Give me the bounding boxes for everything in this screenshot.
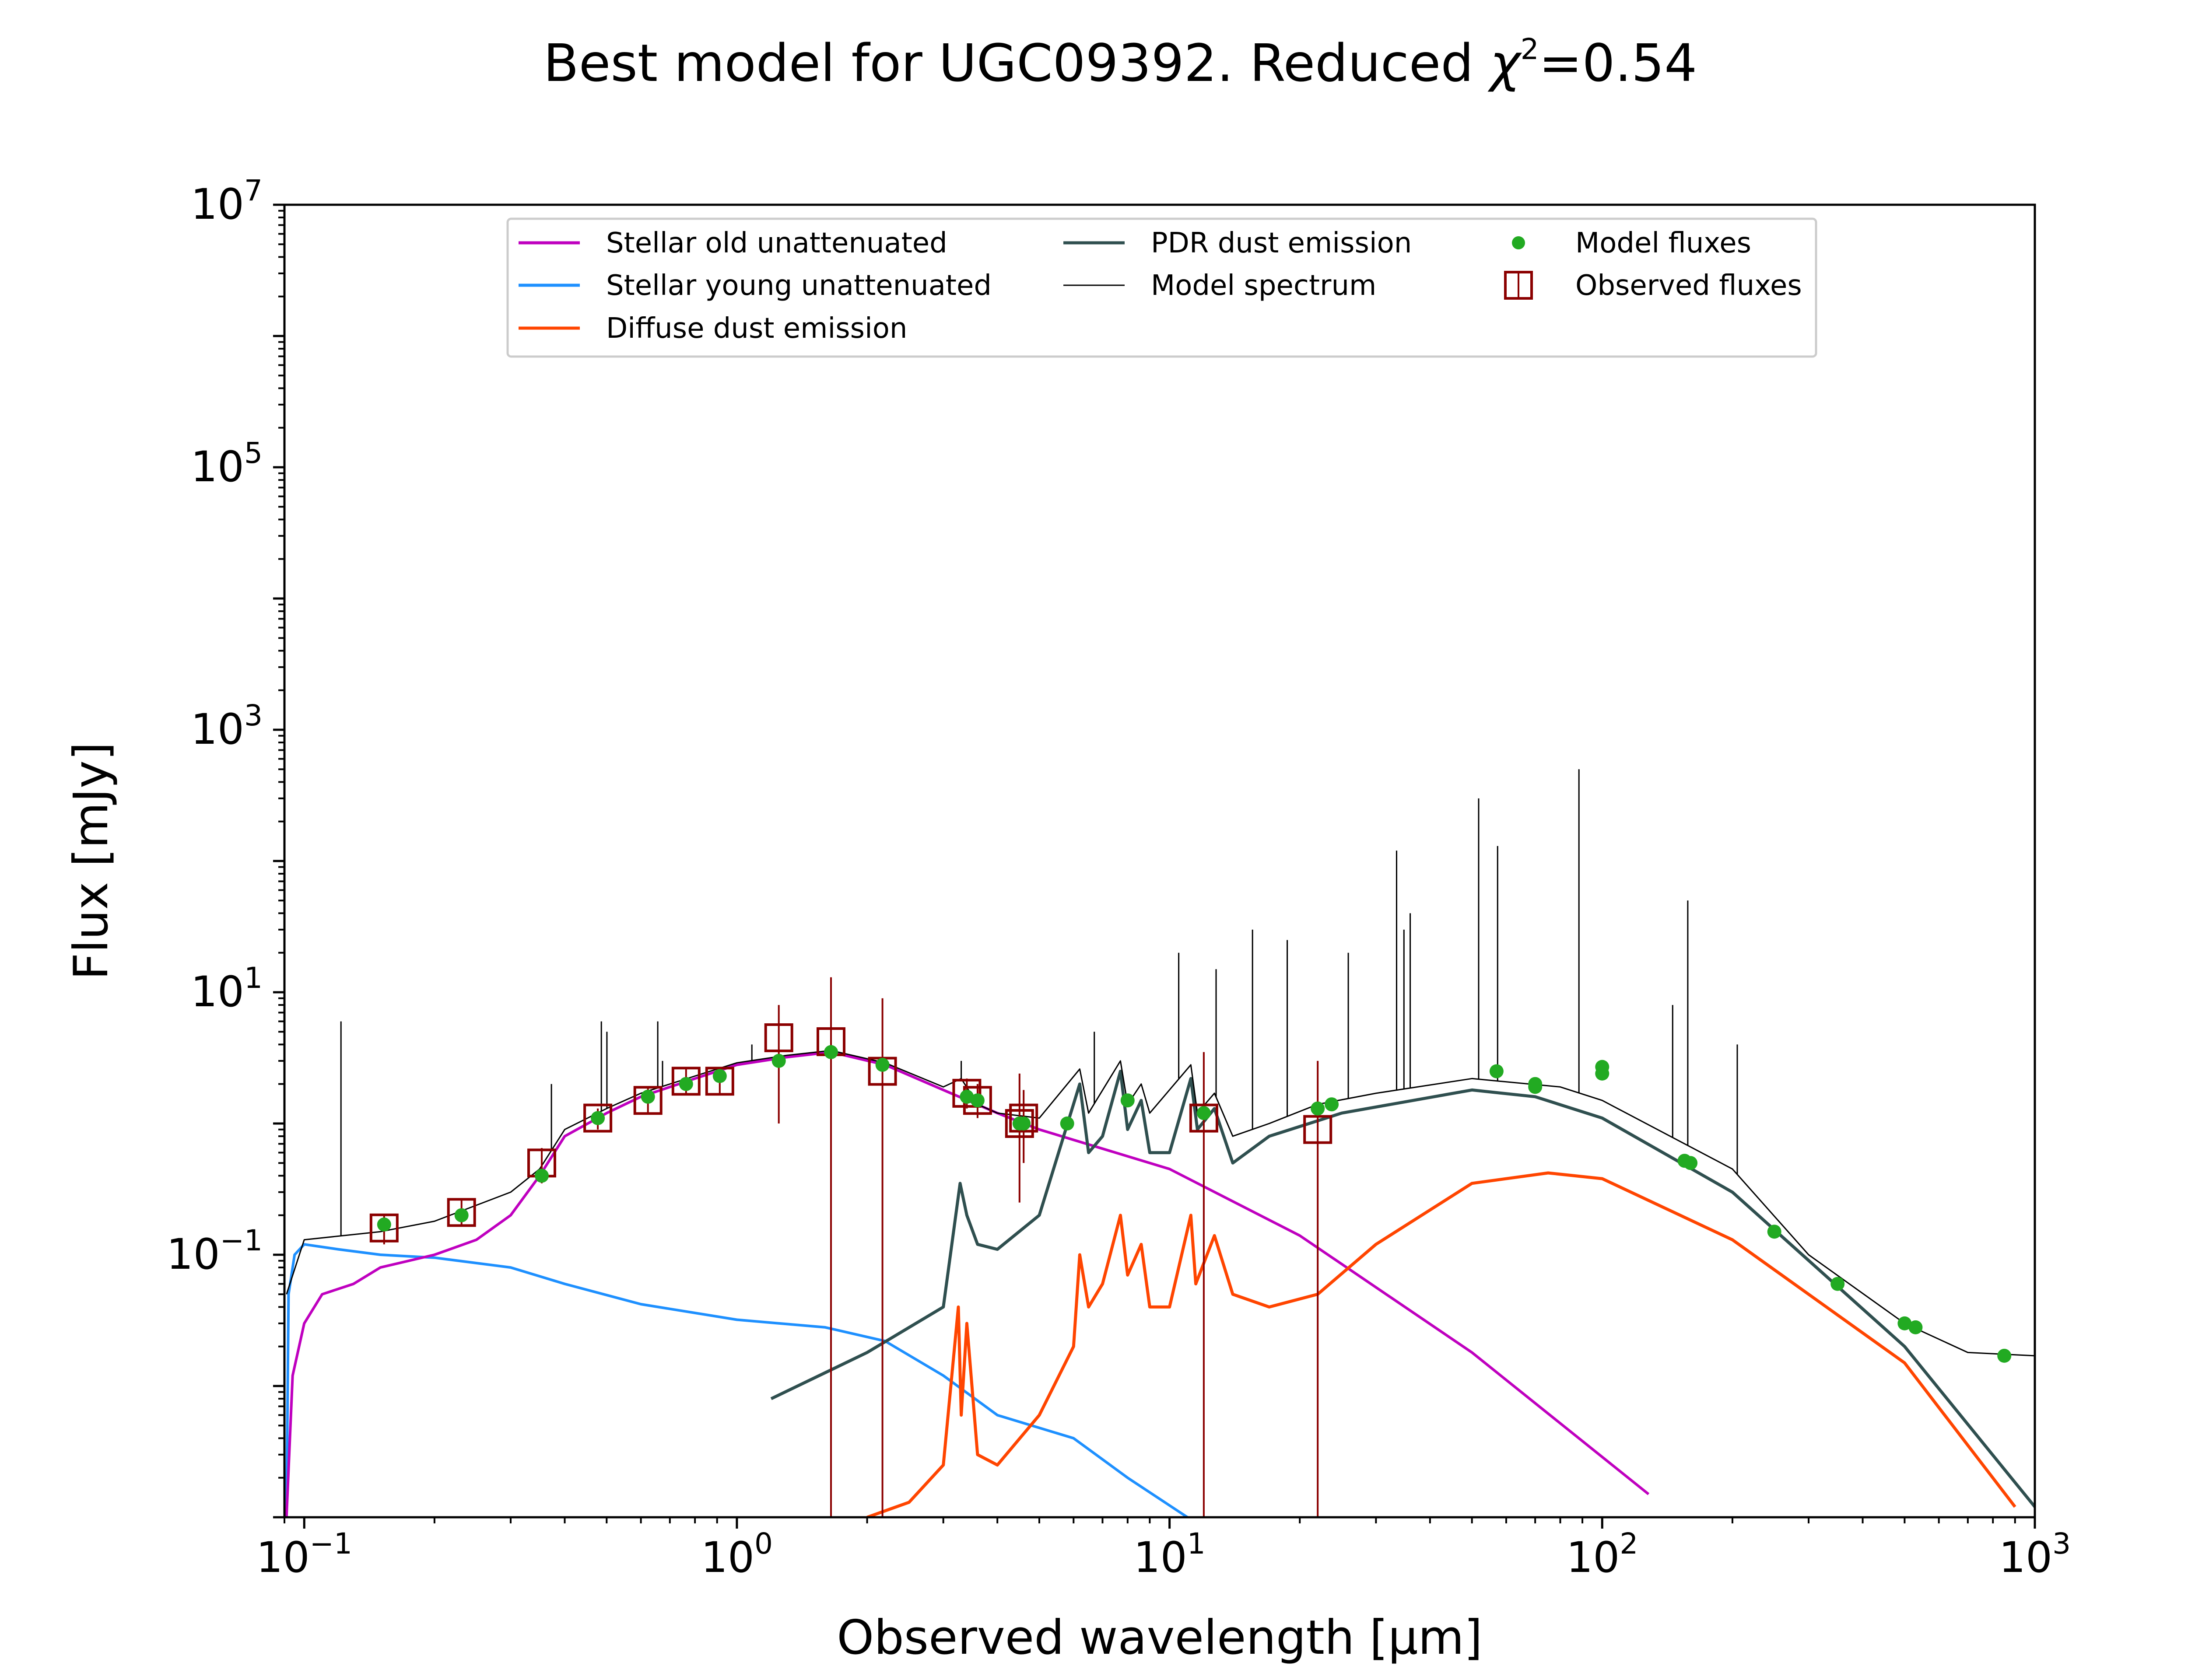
stellar-old-line [285,1050,1650,1517]
model-flux-point [377,1217,391,1232]
x-axis: 10−1 100 101 102 103 [256,1517,2071,1582]
legend-label: Diffuse dust emission [606,312,907,345]
axes-frame [283,203,2036,1519]
model-flux-point [591,1111,605,1125]
model-flux-point [679,1077,693,1091]
title-chi: χ [1487,33,1522,93]
stellar-young-line [285,1243,1189,1517]
observed-flux-marker [1303,1115,1332,1144]
model-flux-point [1120,1093,1135,1108]
model-flux-point [1595,1060,1609,1074]
legend: Stellar old unattenuated Stellar young un… [506,217,1817,358]
model-flux-point [535,1169,549,1183]
legend-swatch-model-fluxes [1512,236,1525,249]
model-flux-point [875,1057,890,1072]
title-suffix: =0.54 [1539,33,1697,93]
model-flux-point [1196,1106,1211,1120]
y-tick-label: 105 [191,436,263,491]
legend-label: Observed fluxes [1575,270,1802,302]
model-flux-point [1897,1316,1912,1330]
x-tick-label: 102 [1566,1527,1638,1582]
legend-label: Model spectrum [1151,270,1376,302]
legend-box [506,217,1817,358]
observed-flux-marker [369,1213,399,1242]
x-tick-label: 10−1 [256,1527,352,1582]
y-tick-label: 107 [191,174,263,229]
model-flux-point [970,1093,985,1108]
title-sup: 2 [1521,32,1539,66]
model-spectrum-line [286,1050,2035,1357]
x-tick-label: 103 [1999,1527,2071,1582]
observed-flux-marker [952,1078,982,1108]
x-tick-label: 100 [701,1527,773,1582]
plot-area [285,769,2035,1517]
legend-label: Stellar old unattenuated [606,227,947,259]
legend-label: PDR dust emission [1151,227,1412,259]
pdr-dust-line [770,1070,2035,1508]
observed-flux-marker [583,1103,613,1133]
x-tick-label: 101 [1134,1527,1206,1582]
observed-flux-marker [633,1086,663,1115]
y-tick-label: 10−1 [167,1224,263,1279]
diffuse-dust-line [866,1171,2016,1517]
observed-flux-marker [705,1067,734,1096]
model-flux-point [1017,1116,1031,1130]
observed-flux-marker [764,1023,793,1052]
model-flux-point [1830,1277,1845,1291]
observed-flux-marker [1009,1103,1038,1133]
y-axis: 10−1 101 103 105 107 [167,174,284,1519]
model-flux-point [1997,1348,2012,1363]
model-flux-point [1683,1156,1698,1170]
model-flux-point [824,1045,838,1059]
model-flux-point [771,1054,786,1068]
chart-title: Best model for UGC09392. Reduced χ2=0.54 [543,32,1697,93]
title-prefix: Best model for UGC09392. Reduced [543,33,1490,93]
model-flux-point [1060,1116,1074,1130]
observed-flux-marker [447,1198,476,1227]
model-flux-point [960,1089,974,1104]
model-flux-point [1767,1225,1781,1239]
observed-flux-marker [671,1067,701,1096]
y-tick-label: 101 [191,961,263,1016]
model-flux-point [454,1208,469,1222]
model-flux-point [1311,1101,1325,1116]
y-axis-label: Flux [mJy] [64,742,119,980]
model-flux-point [1489,1064,1504,1078]
observed-flux-marker [1005,1109,1034,1138]
model-flux-point [1325,1097,1339,1112]
y-tick-label: 103 [191,699,263,754]
x-axis-label: Observed wavelength [μm] [837,1610,1483,1665]
observed-flux-marker [1189,1103,1218,1133]
model-flux-point [641,1089,655,1104]
legend-label: Model fluxes [1575,227,1751,259]
model-flux-point [712,1069,727,1083]
legend-label: Stellar young unattenuated [606,270,992,302]
model-flux-point [1908,1320,1923,1334]
model-flux-point [1528,1077,1543,1091]
